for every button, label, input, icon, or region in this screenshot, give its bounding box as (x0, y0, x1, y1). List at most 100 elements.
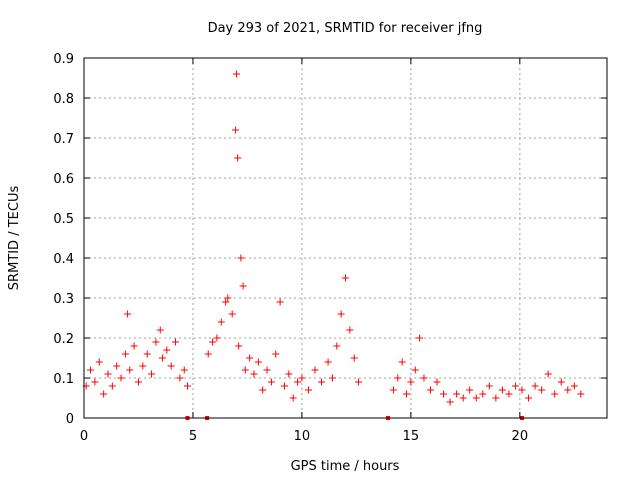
data-point (224, 294, 232, 302)
data-point (564, 386, 572, 394)
data-point (139, 362, 147, 370)
data-point (311, 366, 319, 374)
data-point (466, 386, 474, 394)
axis-ticks: 0 0.1 0.2 0.3 0.4 0.5 0.6 0.7 0.8 0.9 0 5 10 15 20 (53, 52, 607, 444)
data-point (130, 342, 138, 350)
data-point (222, 298, 230, 306)
x-tick-label: 20 (512, 429, 529, 444)
data-point (108, 382, 116, 390)
data-point (557, 378, 565, 386)
data-point (337, 310, 345, 318)
y-tick-label: 0 (66, 412, 74, 427)
grid-lines (84, 58, 607, 418)
data-point (235, 342, 243, 350)
data-point (342, 274, 349, 282)
data-point (453, 390, 461, 398)
data-point (433, 378, 441, 386)
data-point (143, 350, 151, 358)
data-point (231, 126, 239, 134)
data-point (485, 382, 493, 390)
data-point (304, 386, 312, 394)
data-point (241, 366, 249, 374)
y-tick-label: 0.8 (53, 92, 74, 107)
data-point (389, 386, 397, 394)
data-point (294, 378, 302, 386)
data-point (426, 386, 434, 394)
data-point (403, 390, 411, 398)
x-tick-label: 5 (189, 429, 197, 444)
data-point (333, 342, 341, 350)
data-point (355, 378, 363, 386)
plot-frame (83, 57, 608, 419)
data-point (570, 382, 578, 390)
data-point (100, 390, 108, 398)
data-point (95, 358, 103, 366)
data-point (440, 390, 448, 398)
data-point (472, 394, 480, 402)
data-point (228, 310, 236, 318)
y-tick-label: 0.1 (53, 372, 74, 387)
y-tick-label: 0.7 (53, 132, 74, 147)
data-point (233, 70, 241, 78)
y-tick-label: 0.4 (53, 252, 74, 267)
x-axis-label: GPS time / hours (291, 459, 400, 474)
data-point (172, 338, 180, 346)
data-point (346, 326, 354, 334)
data-point (163, 346, 171, 354)
data-point (152, 338, 160, 346)
data-point (398, 358, 406, 366)
data-point (298, 374, 306, 382)
data-point (420, 374, 428, 382)
data-point (156, 326, 164, 334)
data-point (505, 390, 513, 398)
data-point (254, 358, 262, 366)
y-axis-label: SRMTID / TECUs (7, 186, 22, 291)
data-point (250, 370, 258, 378)
chart-title: Day 293 of 2021, SRMTID for receiver jfn… (208, 21, 483, 36)
data-point (350, 354, 358, 362)
data-point (479, 390, 487, 398)
data-point (328, 374, 336, 382)
data-point (87, 366, 95, 374)
data-point (518, 386, 526, 394)
data-point (204, 350, 212, 358)
data-point (148, 370, 156, 378)
data-point (280, 382, 288, 390)
data-point (239, 282, 247, 290)
data-point (158, 354, 166, 362)
data-point (276, 298, 284, 306)
y-tick-label: 0.9 (53, 52, 74, 67)
data-point (117, 374, 125, 382)
data-point (217, 318, 225, 326)
y-tick-label: 0.5 (53, 212, 74, 227)
data-point (285, 370, 293, 378)
data-point (498, 386, 506, 394)
data-point (167, 362, 175, 370)
data-point (184, 382, 192, 390)
x-tick-label: 0 (80, 429, 88, 444)
data-point (237, 254, 245, 262)
y-tick-label: 0.2 (53, 332, 74, 347)
data-point (411, 366, 419, 374)
data-point (394, 374, 402, 382)
data-point (577, 390, 585, 398)
y-tick-label: 0.6 (53, 172, 74, 187)
data-point (180, 366, 188, 374)
data-point (126, 366, 134, 374)
data-point (416, 334, 424, 342)
data-point (246, 354, 254, 362)
data-point (446, 398, 454, 406)
data-point (492, 394, 500, 402)
data-point (259, 386, 267, 394)
data-point (538, 386, 546, 394)
data-point (272, 350, 280, 358)
data-point (263, 366, 271, 374)
data-point (551, 390, 559, 398)
data-point (407, 378, 415, 386)
data-point (289, 394, 297, 402)
data-point (318, 378, 326, 386)
data-point (213, 334, 221, 342)
data-point (324, 358, 332, 366)
data-point (544, 370, 552, 378)
